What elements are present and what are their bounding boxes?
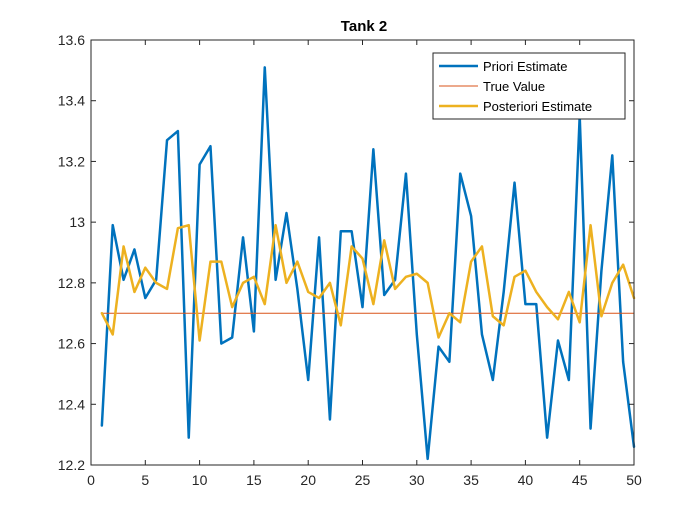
x-tick-label: 45	[572, 472, 588, 488]
y-tick-label: 12.6	[58, 336, 85, 352]
legend-label: Posteriori Estimate	[483, 99, 592, 114]
axes-layer: 0 5 10 15 20 25 30 35 40 45 50 12.2 12.4 12.6 12.8 13 13…	[58, 32, 642, 488]
x-tick-label: 40	[518, 472, 534, 488]
legend: Priori Estimate True Value Posteriori Esti…	[432, 52, 626, 120]
x-tick-label: 20	[300, 472, 316, 488]
x-tick-label: 30	[409, 472, 425, 488]
x-tick-label: 25	[355, 472, 371, 488]
y-tick-label: 13.4	[58, 93, 85, 109]
x-tick-label: 10	[192, 472, 208, 488]
y-tick-label: 13	[69, 214, 85, 230]
y-tick-label: 13.6	[58, 32, 85, 48]
series-line-1	[100, 66, 636, 461]
legend-label: Priori Estimate	[483, 59, 568, 74]
x-tick-label: 50	[626, 472, 642, 488]
x-tick-label: 35	[463, 472, 479, 488]
x-tick-label: 5	[141, 472, 149, 488]
series-layer	[100, 66, 636, 461]
legend-label: True Value	[483, 79, 545, 94]
y-tick-label: 12.4	[58, 396, 85, 412]
y-tick-label: 13.2	[58, 153, 85, 169]
x-tick-label: 15	[246, 472, 262, 488]
y-tick-label: 12.2	[58, 457, 85, 473]
x-tick-label: 0	[87, 472, 95, 488]
series-line-3	[100, 223, 636, 342]
y-tick-label: 12.8	[58, 275, 85, 291]
chart-title: Tank 2	[341, 18, 387, 35]
